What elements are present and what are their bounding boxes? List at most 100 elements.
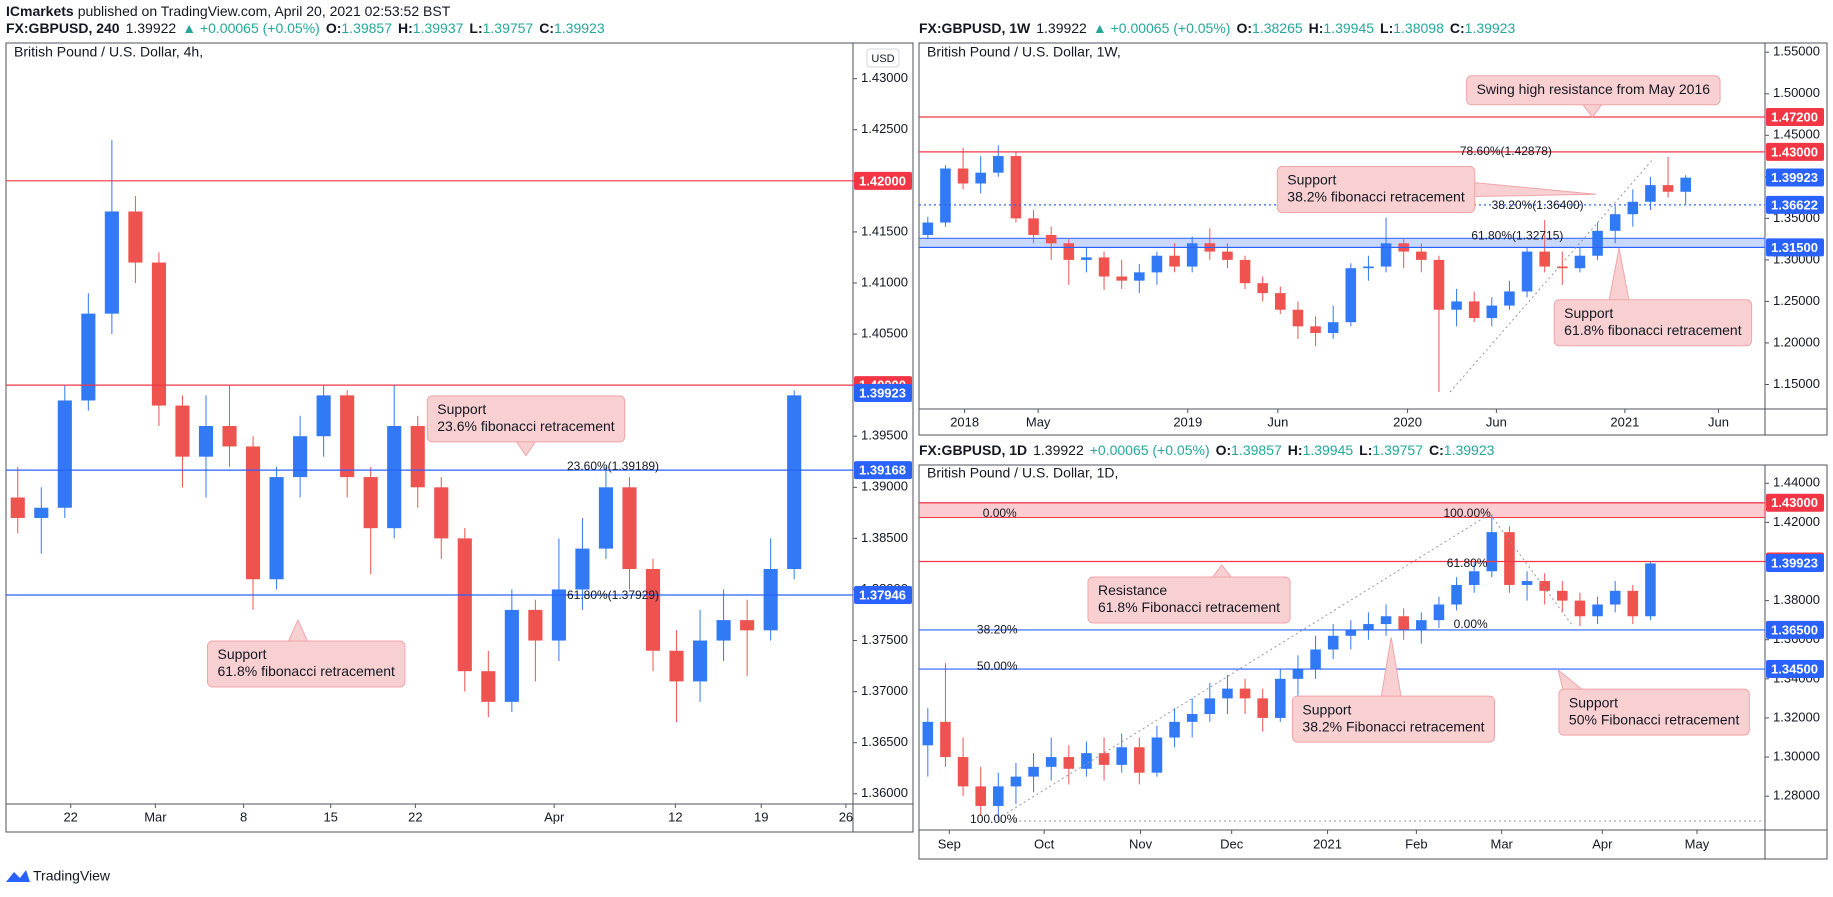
fib-label: 0.00%	[1454, 617, 1488, 631]
ohlc-label: O:	[1216, 442, 1232, 458]
y-tick-label: 1.15000	[1773, 376, 1820, 391]
ohlc-label: C:	[1450, 20, 1465, 36]
y-tick-label: 1.41000	[861, 274, 908, 289]
candle-body	[622, 487, 637, 570]
candle-body	[1627, 201, 1639, 215]
candle-body	[1169, 255, 1180, 267]
candle-body	[975, 172, 986, 184]
level-tag: 1.42000	[859, 173, 906, 188]
callout-text: 61.8% fibonacci retracement	[217, 663, 395, 679]
candle-body	[1292, 669, 1304, 679]
y-tick-label: 1.41500	[861, 223, 908, 238]
candle-body	[1098, 257, 1110, 277]
x-tick-label: Mar	[144, 809, 167, 824]
candle-body	[975, 786, 986, 806]
candle-body	[1451, 301, 1462, 310]
last-price-tag-bg	[854, 384, 912, 403]
callout-text: Support	[1287, 172, 1336, 188]
candle-body	[1028, 766, 1039, 777]
candle-body	[1257, 698, 1268, 718]
candle-body	[1275, 293, 1286, 310]
candle-body	[1045, 757, 1057, 767]
x-tick-label: 22	[63, 809, 77, 824]
x-tick-label: May	[1026, 414, 1051, 429]
candle-body	[1416, 620, 1427, 630]
fib-label: 23.60%(1.39189)	[567, 459, 659, 473]
candle-body	[1363, 266, 1374, 269]
candle-body	[1521, 581, 1533, 585]
candle-body	[1310, 326, 1321, 333]
y-tick-label: 1.42000	[1773, 514, 1820, 529]
level-tag: 1.39168	[859, 463, 906, 478]
level-tag-bg	[854, 585, 912, 604]
candle-body	[57, 400, 72, 508]
candle-body	[363, 477, 378, 529]
y-tick-label: 1.20000	[1773, 334, 1820, 349]
candle-body	[1662, 185, 1674, 192]
candle-body	[669, 650, 684, 682]
candle-body	[1345, 268, 1357, 323]
level-tag-bg	[1766, 142, 1824, 161]
ohlc-label: L:	[469, 20, 482, 36]
candle-body	[1380, 616, 1392, 625]
x-tick-label: Jun	[1708, 414, 1729, 429]
brand-name: TradingView	[33, 868, 111, 884]
y-tick-label: 1.55000	[1773, 44, 1820, 59]
last-price: 1.39922	[1036, 20, 1087, 36]
fib-trend-line	[1449, 157, 1655, 393]
ohlc-value: 1.39937	[413, 20, 464, 36]
panel-frame	[918, 464, 1828, 860]
candle-body	[1398, 616, 1409, 630]
candle-body	[957, 168, 969, 184]
x-tick-label: 2021	[1610, 414, 1639, 429]
candle-body	[528, 609, 543, 641]
ohlc-value: 1.39757	[483, 20, 534, 36]
ohlc-label: L:	[1359, 442, 1372, 458]
candle-body	[1310, 649, 1321, 670]
candle-body	[222, 426, 237, 447]
symbol: FX:GBPUSD, 240	[6, 20, 120, 36]
y-tick-label: 1.43000	[861, 70, 908, 85]
candle-body	[34, 507, 49, 518]
callout-box	[426, 395, 626, 443]
callout-text: Support	[1569, 694, 1618, 710]
callout-text: 23.6% fibonacci retracement	[437, 418, 615, 434]
chart-title: British Pound / U.S. Dollar, 1W,	[927, 44, 1121, 60]
ohlc-label: O:	[1236, 20, 1252, 36]
y-tick-label: 1.45000	[1773, 127, 1820, 142]
plot-area: 23.60%(1.39189) 61.80%(1.37929)	[6, 139, 853, 723]
last-price: 1.39922	[126, 20, 177, 36]
ohlc-label: L:	[1380, 20, 1393, 36]
candle-body	[175, 405, 190, 457]
y-tick-label: 1.30000	[1773, 748, 1820, 763]
callout-text: 61.8% fibonacci retracement	[1564, 322, 1742, 338]
callout-box	[1087, 576, 1291, 624]
brand-logo[interactable]: TradingView	[6, 868, 111, 884]
fib-label: 50.00%	[977, 659, 1018, 673]
ohlc-label: H:	[1288, 442, 1303, 458]
candle-body	[716, 620, 731, 641]
symbol: FX:GBPUSD, 1W	[919, 20, 1031, 36]
last-price-tag: 1.39923	[1771, 555, 1818, 570]
level-tag: 1.31500	[1771, 240, 1818, 255]
candle-body	[1010, 156, 1022, 219]
candle-body	[316, 395, 331, 437]
candle-body	[1645, 185, 1656, 202]
candle-body	[957, 757, 969, 787]
fib-label: 38.20%	[977, 623, 1018, 637]
candle-body	[1327, 322, 1339, 333]
charts: FX:GBPUSD, 240 1.39922 ▲ +0.00065 (+0.05%)…	[5, 20, 1828, 860]
x-tick-label: 19	[754, 809, 768, 824]
level-tag-bg	[854, 171, 912, 190]
x-tick-label: 2021	[1313, 836, 1342, 851]
candle-body	[81, 313, 96, 401]
candle-body	[1504, 291, 1515, 306]
level-tag: 1.34500	[1771, 661, 1818, 676]
callout-text: 61.8% Fibonacci retracement	[1098, 599, 1280, 615]
x-tick-label: 22	[408, 809, 422, 824]
symbol-line: FX:GBPUSD, 240 1.39922 ▲ +0.00065 (+0.05%)…	[6, 20, 605, 36]
candle-body	[151, 262, 166, 406]
x-tick-label: Mar	[1490, 836, 1513, 851]
